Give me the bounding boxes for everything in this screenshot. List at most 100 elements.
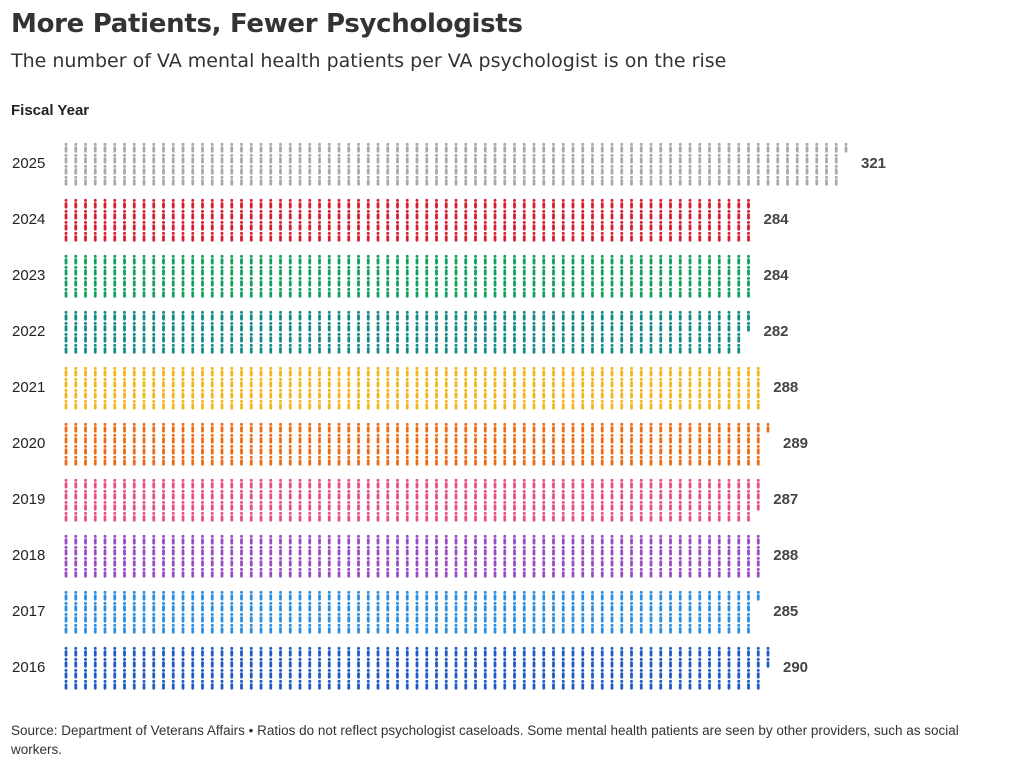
- person-icon: [678, 612, 682, 623]
- person-icon: [386, 623, 390, 634]
- person-icon: [747, 209, 750, 220]
- person-icon: [522, 623, 526, 634]
- person-icon: [561, 489, 565, 500]
- person-icon: [337, 287, 341, 298]
- person-icon: [532, 612, 536, 623]
- person-icon: [376, 455, 380, 466]
- person-icon: [337, 377, 341, 388]
- person-icon: [493, 422, 497, 433]
- person-icon: [376, 399, 380, 410]
- person-icon: [425, 310, 429, 321]
- person-icon: [425, 343, 429, 354]
- person-icon: [376, 623, 380, 634]
- person-icon: [415, 220, 419, 231]
- person-icon: [93, 646, 97, 657]
- person-icon: [639, 545, 643, 556]
- person-icon: [279, 332, 282, 343]
- person-icon: [786, 175, 789, 186]
- person-icon: [220, 276, 224, 287]
- person-icon: [639, 164, 643, 175]
- person-icon: [220, 198, 224, 209]
- person-icon: [357, 646, 360, 657]
- person-icon: [74, 231, 78, 242]
- person-icon: [727, 422, 731, 433]
- person-icon: [279, 556, 282, 567]
- person-icon: [347, 500, 351, 511]
- person-icon: [396, 455, 399, 466]
- person-icon: [669, 254, 672, 265]
- person-icon: [522, 310, 526, 321]
- person-icon: [386, 646, 390, 657]
- person-icon: [483, 209, 487, 220]
- person-icon: [201, 511, 204, 522]
- person-icon: [376, 175, 380, 186]
- y-axis-label: Fiscal Year: [11, 102, 90, 119]
- person-icon: [786, 142, 789, 153]
- person-icon: [191, 478, 195, 489]
- person-icon: [347, 545, 351, 556]
- person-icon: [727, 142, 731, 153]
- person-icon: [435, 254, 438, 265]
- person-icon: [376, 444, 380, 455]
- person-icon: [717, 534, 721, 545]
- person-icon: [347, 679, 351, 690]
- person-icon: [240, 310, 243, 321]
- person-icon: [74, 332, 78, 343]
- person-icon: [630, 175, 633, 186]
- person-icon: [376, 254, 380, 265]
- person-icon: [474, 209, 477, 220]
- person-icon: [405, 175, 409, 186]
- person-icon: [717, 444, 721, 455]
- person-icon: [620, 433, 624, 444]
- person-icon: [288, 209, 292, 220]
- person-icon: [308, 343, 312, 354]
- person-icon: [698, 422, 702, 433]
- person-icon: [425, 668, 429, 679]
- person-icon: [727, 198, 731, 209]
- person-icon: [230, 623, 234, 634]
- person-icon: [288, 545, 292, 556]
- person-icon: [84, 612, 87, 623]
- person-icon: [688, 153, 692, 164]
- person-icon: [688, 321, 692, 332]
- person-icon: [357, 321, 360, 332]
- person-icon: [561, 231, 565, 242]
- person-icon: [483, 265, 487, 276]
- person-icon: [405, 601, 409, 612]
- person-icon: [659, 254, 663, 265]
- person-icon: [756, 489, 760, 500]
- person-icon: [357, 142, 360, 153]
- person-icon: [727, 489, 731, 500]
- person-icon: [191, 433, 195, 444]
- person-icon: [708, 142, 711, 153]
- person-icon: [318, 265, 321, 276]
- person-icon: [376, 668, 380, 679]
- person-icon: [347, 175, 351, 186]
- person-icon: [493, 332, 497, 343]
- person-icon: [483, 657, 487, 668]
- person-icon: [435, 220, 438, 231]
- person-icon: [357, 254, 360, 265]
- person-icon: [152, 153, 156, 164]
- source-note: Source: Department of Veterans Affairs •…: [11, 723, 959, 757]
- person-icon: [269, 287, 273, 298]
- person-icon: [464, 668, 468, 679]
- person-icon: [454, 478, 458, 489]
- person-icon: [561, 310, 565, 321]
- person-icon: [610, 657, 614, 668]
- person-icon: [249, 175, 253, 186]
- person-icon: [717, 646, 721, 657]
- person-icon: [103, 489, 107, 500]
- person-icon: [737, 231, 741, 242]
- person-icon: [191, 679, 195, 690]
- person-icon: [464, 265, 468, 276]
- person-icon: [269, 231, 273, 242]
- person-icon: [357, 567, 360, 578]
- person-icon: [435, 657, 438, 668]
- person-icon: [591, 276, 594, 287]
- person-icon: [678, 422, 682, 433]
- person-icon: [347, 399, 351, 410]
- person-icon: [435, 377, 438, 388]
- person-icon: [649, 500, 653, 511]
- person-icon: [620, 556, 624, 567]
